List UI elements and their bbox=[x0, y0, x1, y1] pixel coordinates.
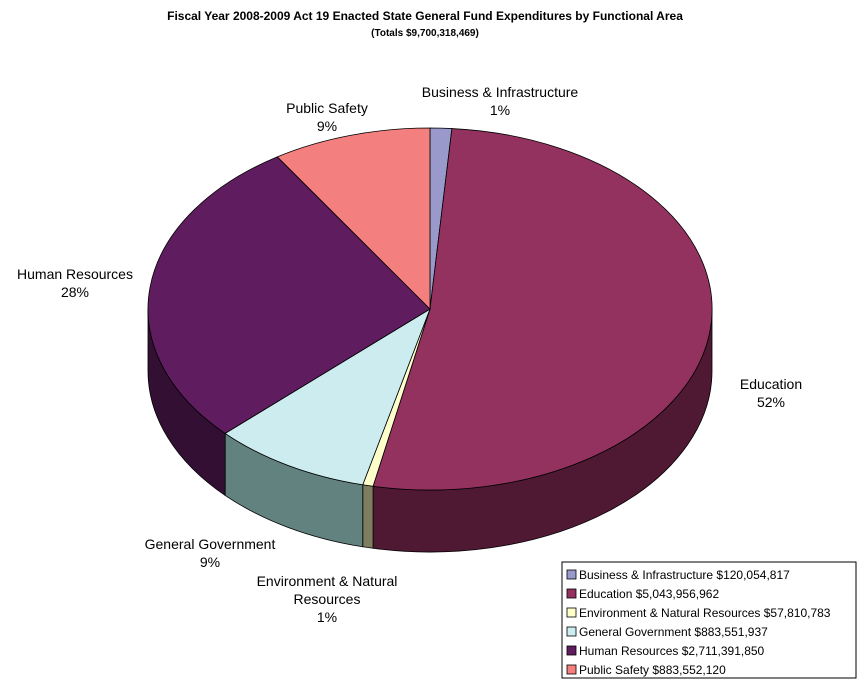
legend-swatch bbox=[566, 664, 577, 675]
legend-item-general-government: General Government $883,551,937 bbox=[566, 625, 768, 639]
slice-label-general-government: General Government 9% bbox=[145, 536, 276, 570]
legend-label: General Government $883,551,937 bbox=[579, 625, 768, 639]
slice-label-environment-and-natural-resources: Environment & Natural Resources 1% bbox=[257, 573, 398, 625]
slice-label-human-resources: Human Resources 28% bbox=[17, 266, 133, 300]
legend-item-environment-and-natural-resources: Environment & Natural Resources $57,810,… bbox=[566, 606, 831, 620]
slice-labels: Business & Infrastructure 1% Education 52% E… bbox=[17, 84, 802, 625]
slice-general-government bbox=[224, 308, 431, 486]
legend: Business & Infrastructure $120,054,817 Ed… bbox=[561, 561, 857, 679]
legend-label: Business & Infrastructure $120,054,817 bbox=[579, 568, 790, 582]
legend-item-human-resources: Human Resources $2,711,391,850 bbox=[566, 644, 765, 658]
chart-title: Fiscal Year 2008-2009 Act 19 Enacted Sta… bbox=[167, 9, 683, 23]
legend-label: Environment & Natural Resources $57,810,… bbox=[579, 606, 831, 620]
slice-label-education: Education 52% bbox=[740, 376, 802, 410]
legend-swatch bbox=[566, 607, 577, 618]
legend-swatch bbox=[566, 569, 577, 580]
legend-item-business-and-infrastructure: Business & Infrastructure $120,054,817 bbox=[566, 568, 790, 582]
legend-swatch bbox=[566, 588, 577, 599]
legend-swatch bbox=[566, 626, 577, 637]
legend-label: Public Safety $883,552,120 bbox=[579, 663, 726, 677]
legend-item-education: Education $5,043,956,962 bbox=[566, 587, 719, 601]
legend-label: Human Resources $2,711,391,850 bbox=[579, 644, 765, 658]
legend-label: Education $5,043,956,962 bbox=[579, 587, 719, 601]
chart-subtitle: (Totals $9,700,318,469) bbox=[371, 28, 479, 39]
slice-label-public-safety: Public Safety 9% bbox=[286, 100, 368, 134]
pie-tops bbox=[147, 127, 713, 491]
slice-education bbox=[372, 128, 713, 491]
legend-box bbox=[561, 561, 857, 679]
legend-swatch bbox=[566, 645, 577, 656]
slice-human-resources bbox=[147, 156, 431, 434]
legend-items: Business & Infrastructure $120,054,817 Ed… bbox=[566, 568, 831, 677]
legend-item-public-safety: Public Safety $883,552,120 bbox=[566, 663, 726, 677]
slice-side-environment-and-natural-resources bbox=[362, 484, 374, 549]
slice-public-safety bbox=[276, 127, 431, 310]
slice-label-business-and-infrastructure: Business & Infrastructure 1% bbox=[422, 84, 579, 118]
